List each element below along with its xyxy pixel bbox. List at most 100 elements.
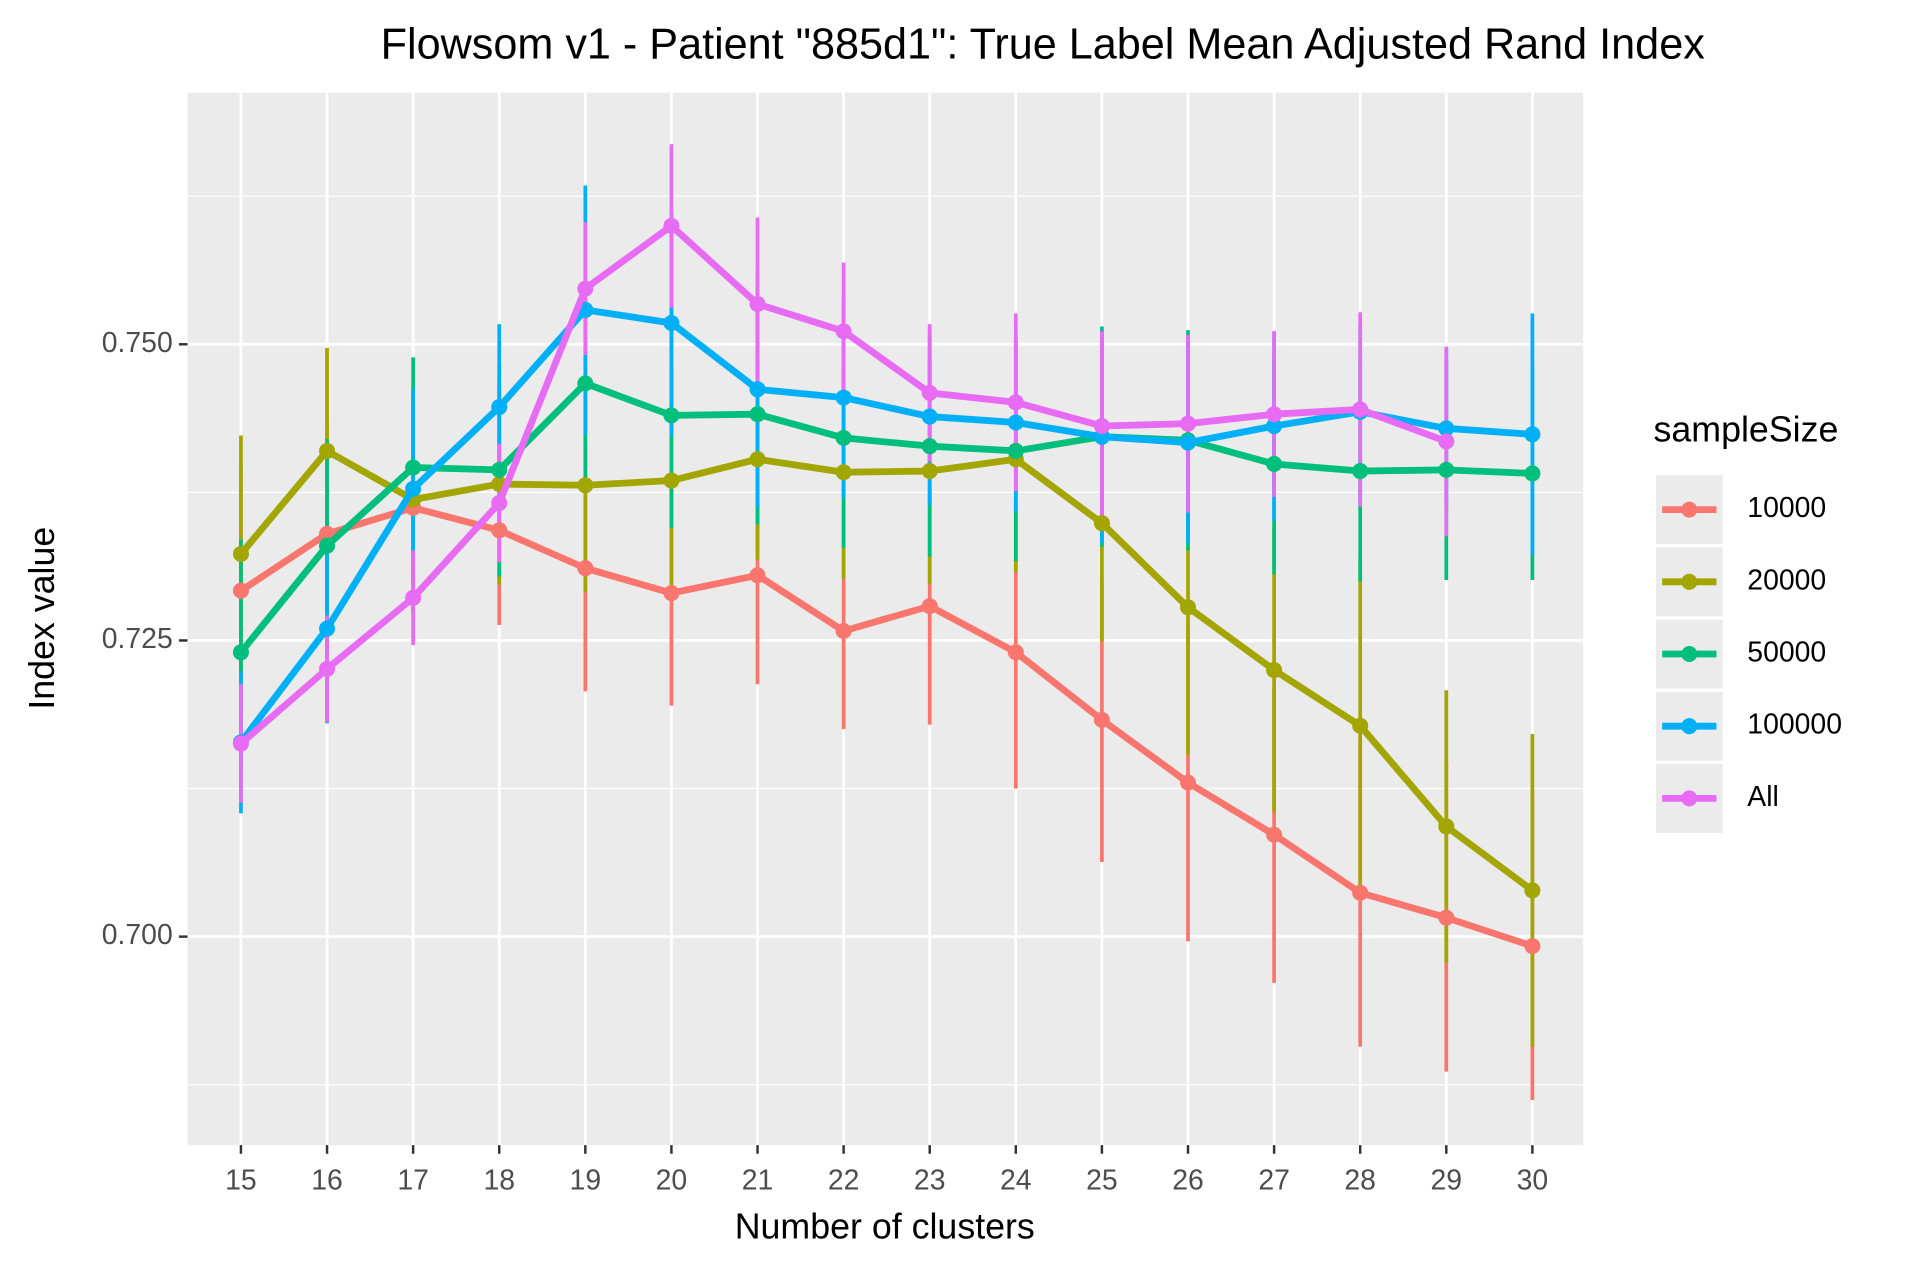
point: [232, 735, 249, 752]
point: [1524, 426, 1541, 443]
point: [1179, 415, 1197, 432]
point: [835, 464, 852, 481]
point: [1093, 515, 1110, 532]
point: [1438, 420, 1455, 437]
point: [921, 463, 938, 480]
legend-swatch-point: [1681, 718, 1698, 735]
legend-title: sampleSize: [1654, 409, 1839, 449]
point: [921, 408, 938, 425]
y-tick-label: 0.750: [102, 327, 173, 359]
point: [749, 406, 766, 423]
point: [491, 399, 508, 416]
point: [1007, 414, 1024, 431]
x-tick-label: 18: [483, 1165, 515, 1197]
point: [1438, 818, 1455, 835]
point: [1352, 401, 1369, 418]
point: [921, 438, 938, 455]
chart-title: Flowsom v1 - Patient "885d1": True Label…: [381, 20, 1706, 68]
point: [1524, 882, 1541, 899]
point: [1266, 662, 1283, 679]
point: [1266, 455, 1283, 472]
point: [1266, 406, 1283, 423]
point: [1266, 418, 1283, 435]
point: [1266, 826, 1283, 843]
series-line: [239, 504, 1534, 950]
legend-label: 10000: [1747, 492, 1826, 524]
point: [1179, 774, 1197, 791]
point: [1093, 711, 1110, 728]
point: [491, 522, 508, 539]
x-tick-label: 15: [225, 1165, 257, 1197]
point: [319, 660, 336, 677]
point: [663, 314, 680, 331]
x-tick-label: 17: [397, 1165, 429, 1197]
legend-label: 50000: [1747, 637, 1826, 669]
point: [1352, 463, 1369, 480]
point: [1352, 884, 1369, 901]
point: [1179, 434, 1197, 451]
point: [491, 461, 508, 478]
point: [835, 622, 852, 640]
point: [577, 280, 594, 297]
point: [1524, 465, 1541, 482]
legend-label: 100000: [1747, 709, 1842, 741]
point: [1093, 418, 1110, 435]
x-tick-label: 21: [742, 1165, 774, 1197]
point: [232, 582, 249, 599]
x-tick-label: 19: [570, 1165, 602, 1197]
x-tick-label: 20: [656, 1165, 688, 1197]
point: [491, 495, 508, 512]
x-tick-label: 28: [1344, 1165, 1376, 1197]
x-axis-label: Number of clusters: [735, 1206, 1035, 1246]
point: [663, 472, 680, 489]
point: [232, 545, 249, 563]
legend-swatch-point: [1681, 501, 1698, 518]
point: [1438, 433, 1455, 450]
x-tick-label: 29: [1431, 1165, 1463, 1197]
series-line: [238, 306, 1533, 745]
legend-swatch-point: [1681, 645, 1698, 663]
legend-label: 20000: [1747, 564, 1826, 596]
point: [577, 560, 594, 577]
y-tick-label: 0.725: [102, 623, 173, 655]
series-line: [238, 379, 1533, 655]
point: [319, 620, 336, 637]
point: [405, 459, 422, 476]
x-tick-label: 25: [1086, 1165, 1118, 1197]
x-tick-label: 30: [1517, 1165, 1549, 1197]
legend-swatch-point: [1681, 790, 1698, 807]
point: [319, 442, 336, 459]
point: [319, 537, 336, 554]
point: [405, 589, 422, 606]
point: [1438, 461, 1455, 478]
point: [1524, 938, 1541, 955]
x-tick-label: 24: [1000, 1165, 1032, 1197]
y-axis-label: Index value: [22, 527, 62, 710]
point: [1352, 717, 1369, 734]
point: [1007, 644, 1024, 661]
point: [405, 480, 422, 497]
legend-label: All: [1747, 781, 1779, 813]
point: [749, 295, 766, 313]
point: [921, 598, 938, 615]
point: [1179, 599, 1197, 616]
point: [835, 389, 852, 406]
point: [663, 407, 680, 424]
x-tick-label: 16: [311, 1165, 343, 1197]
point: [749, 381, 766, 398]
point: [577, 375, 594, 392]
point: [749, 567, 766, 584]
point: [663, 217, 680, 234]
point: [663, 585, 680, 602]
point: [921, 384, 938, 401]
x-tick-label: 22: [828, 1165, 860, 1197]
series-line: [238, 447, 1535, 894]
point: [1007, 394, 1024, 411]
point: [835, 429, 852, 446]
point: [1007, 442, 1024, 459]
point: [835, 323, 852, 340]
point: [1438, 909, 1455, 926]
point: [749, 451, 766, 468]
x-tick-label: 26: [1172, 1165, 1204, 1197]
